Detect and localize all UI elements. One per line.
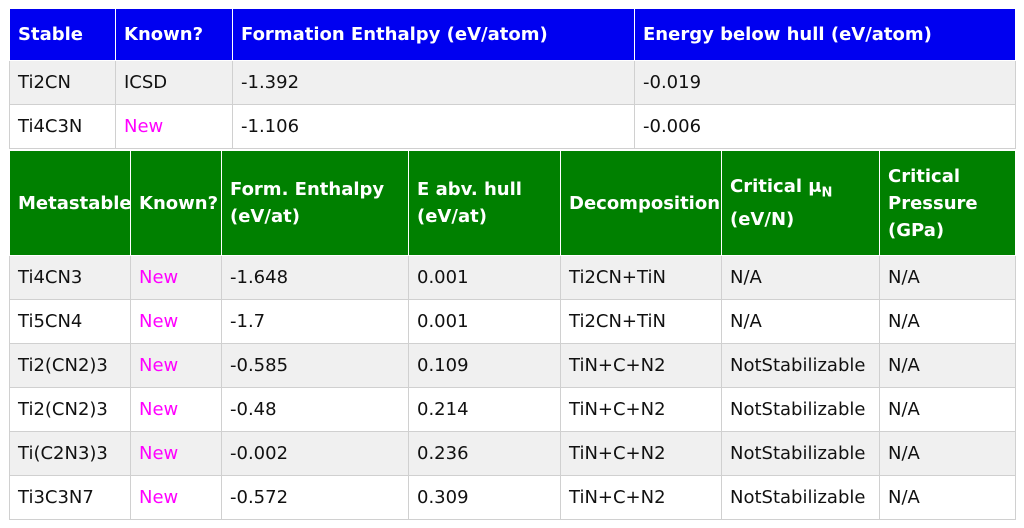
metastable-compounds-table: Metastable Known? Form. Enthalpy (eV/at)…	[9, 150, 1016, 520]
hull-cell: 0.236	[408, 431, 561, 476]
known-cell: New	[130, 431, 222, 476]
header-pressure-line1: Critical	[888, 165, 961, 187]
critical-mu-cell: NotStabilizable	[721, 387, 880, 432]
metastable-header-known: Known?	[130, 150, 222, 256]
critical-mu-cell: NotStabilizable	[721, 431, 880, 476]
header-pressure-line3: (GPa)	[888, 219, 945, 241]
header-mu-line2: (eV/N)	[730, 209, 795, 231]
compound-cell: Ti3C3N7	[9, 475, 131, 520]
hull-cell: -0.006	[634, 104, 1016, 149]
table-row: Ti3C3N7 New -0.572 0.309 TiN+C+N2 NotSta…	[9, 475, 1016, 520]
stable-header-compound: Stable	[9, 8, 116, 61]
header-enthalpy-line1: Form. Enthalpy	[230, 179, 385, 200]
critical-mu-cell: N/A	[721, 299, 880, 344]
header-mu-subscript: N	[821, 185, 833, 201]
enthalpy-cell: -0.572	[221, 475, 409, 520]
decomposition-cell: Ti2CN+TiN	[560, 299, 722, 344]
header-hull-line2: (eV/at)	[417, 206, 487, 227]
critical-pressure-cell: N/A	[879, 475, 1016, 520]
table-row: Ti4CN3 New -1.648 0.001 Ti2CN+TiN N/A N/…	[9, 255, 1016, 300]
stable-compounds-table: Stable Known? Formation Enthalpy (eV/ato…	[9, 8, 1016, 149]
enthalpy-cell: -0.585	[221, 343, 409, 388]
decomposition-cell: Ti2CN+TiN	[560, 255, 722, 300]
known-cell: New	[130, 475, 222, 520]
enthalpy-cell: -1.7	[221, 299, 409, 344]
known-cell: New	[115, 104, 233, 149]
known-cell: New	[130, 299, 222, 344]
decomposition-cell: TiN+C+N2	[560, 343, 722, 388]
stable-header-hull: Energy below hull (eV/atom)	[634, 8, 1016, 61]
metastable-header-row: Metastable Known? Form. Enthalpy (eV/at)…	[9, 150, 1016, 256]
stable-header-row: Stable Known? Formation Enthalpy (eV/ato…	[9, 8, 1016, 61]
table-row: Ti4C3N New -1.106 -0.006	[9, 104, 1016, 149]
critical-pressure-cell: N/A	[879, 299, 1016, 344]
compound-cell: Ti5CN4	[9, 299, 131, 344]
critical-mu-cell: NotStabilizable	[721, 343, 880, 388]
table-row: Ti2CN ICSD -1.392 -0.019	[9, 60, 1016, 105]
decomposition-cell: TiN+C+N2	[560, 475, 722, 520]
header-hull-line1: E abv. hull	[417, 179, 522, 200]
compound-cell: Ti(C2N3)3	[9, 431, 131, 476]
compound-cell: Ti2(CN2)3	[9, 387, 131, 432]
metastable-header-compound: Metastable	[9, 150, 131, 256]
critical-pressure-cell: N/A	[879, 431, 1016, 476]
known-cell: New	[130, 343, 222, 388]
compound-cell: Ti4CN3	[9, 255, 131, 300]
table-row: Ti5CN4 New -1.7 0.001 Ti2CN+TiN N/A N/A	[9, 299, 1016, 344]
known-cell: New	[130, 255, 222, 300]
header-mu-line1: Critical μ	[730, 175, 822, 197]
table-row: Ti2(CN2)3 New -0.48 0.214 TiN+C+N2 NotSt…	[9, 387, 1016, 432]
compound-cell: Ti4C3N	[9, 104, 116, 149]
critical-pressure-cell: N/A	[879, 387, 1016, 432]
decomposition-cell: TiN+C+N2	[560, 387, 722, 432]
hull-cell: 0.109	[408, 343, 561, 388]
critical-mu-cell: N/A	[721, 255, 880, 300]
header-enthalpy-line2: (eV/at)	[230, 206, 300, 227]
enthalpy-cell: -1.648	[221, 255, 409, 300]
metastable-header-critical-mu: Critical μN (eV/N)	[721, 150, 880, 256]
decomposition-cell: TiN+C+N2	[560, 431, 722, 476]
critical-mu-cell: NotStabilizable	[721, 475, 880, 520]
hull-cell: 0.001	[408, 255, 561, 300]
hull-cell: 0.001	[408, 299, 561, 344]
enthalpy-cell: -0.48	[221, 387, 409, 432]
stable-header-known: Known?	[115, 8, 233, 61]
hull-cell: -0.019	[634, 60, 1016, 105]
enthalpy-cell: -0.002	[221, 431, 409, 476]
compound-cell: Ti2CN	[9, 60, 116, 105]
table-row: Ti(C2N3)3 New -0.002 0.236 TiN+C+N2 NotS…	[9, 431, 1016, 476]
metastable-header-hull: E abv. hull (eV/at)	[408, 150, 561, 256]
known-cell: New	[130, 387, 222, 432]
hull-cell: 0.214	[408, 387, 561, 432]
enthalpy-cell: -1.392	[232, 60, 635, 105]
header-pressure-line2: Pressure	[888, 192, 978, 214]
critical-pressure-cell: N/A	[879, 255, 1016, 300]
compound-cell: Ti2(CN2)3	[9, 343, 131, 388]
metastable-header-critical-pressure: Critical Pressure (GPa)	[879, 150, 1016, 256]
enthalpy-cell: -1.106	[232, 104, 635, 149]
stable-header-enthalpy: Formation Enthalpy (eV/atom)	[232, 8, 635, 61]
table-row: Ti2(CN2)3 New -0.585 0.109 TiN+C+N2 NotS…	[9, 343, 1016, 388]
critical-pressure-cell: N/A	[879, 343, 1016, 388]
known-cell: ICSD	[115, 60, 233, 105]
metastable-header-enthalpy: Form. Enthalpy (eV/at)	[221, 150, 409, 256]
metastable-header-decomposition: Decomposition	[560, 150, 722, 256]
hull-cell: 0.309	[408, 475, 561, 520]
